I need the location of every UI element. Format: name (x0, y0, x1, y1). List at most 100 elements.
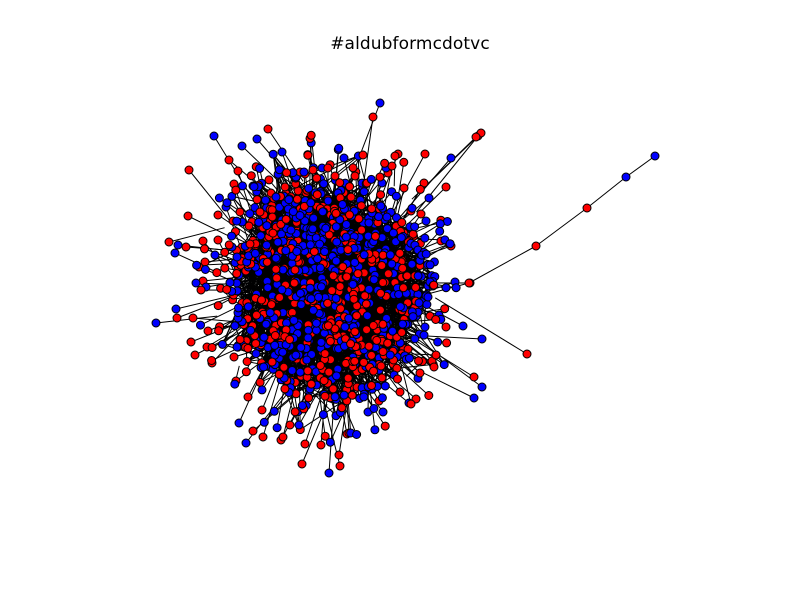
graph-node-red (279, 362, 289, 372)
graph-node-red (330, 171, 340, 181)
graph-node-blue (382, 212, 392, 222)
graph-node-red (348, 163, 358, 173)
graph-node-red (200, 257, 210, 267)
graph-node-red (399, 157, 409, 167)
graph-node-red (362, 325, 372, 335)
graph-node-red (415, 368, 425, 378)
graph-node-red (369, 366, 378, 376)
graph-node-blue (396, 233, 406, 242)
graph-node-blue (230, 321, 240, 331)
graph-node-blue (421, 216, 431, 226)
graph-node-red (184, 165, 194, 175)
graph-node-red (252, 195, 262, 205)
graph-node-red (336, 304, 345, 314)
graph-node-red (367, 381, 376, 390)
graph-node-blue (262, 240, 272, 250)
graph-node-blue (391, 191, 401, 201)
graph-edge (235, 189, 255, 242)
graph-node-blue (359, 250, 369, 260)
graph-node-blue (262, 221, 272, 231)
graph-node-blue (408, 312, 418, 322)
graph-node-red (220, 263, 230, 273)
graph-node-blue (425, 260, 435, 270)
graph-node-blue (378, 407, 388, 417)
graph-node-blue (375, 98, 385, 108)
graph-node-red (406, 399, 416, 409)
graph-node-blue (410, 334, 420, 344)
graph-node-red (241, 367, 251, 377)
graph-node-red (309, 247, 319, 257)
graph-node-red (224, 240, 234, 250)
graph-node-blue (316, 337, 326, 347)
graph-node-blue (295, 367, 305, 377)
graph-node-red (233, 166, 243, 176)
graph-node-red (368, 112, 378, 122)
graph-node-red (255, 207, 265, 217)
graph-node-blue (331, 222, 341, 232)
graph-node-blue (451, 283, 461, 293)
graph-node-red (281, 214, 291, 224)
graph-node-red (441, 322, 451, 332)
graph-node-blue (303, 333, 313, 343)
graph-node-red (440, 304, 450, 314)
graph-node-red (358, 150, 368, 160)
graph-node-blue (339, 390, 349, 400)
graph-node-red (207, 343, 217, 352)
graph-node-red (378, 278, 388, 287)
graph-node-red (320, 349, 330, 359)
graph-node-blue (388, 326, 397, 336)
graph-node-red (376, 288, 386, 298)
graph-node-red (235, 207, 245, 217)
graph-node-red (222, 285, 232, 294)
graph-node-blue (331, 256, 341, 266)
graph-node-red (380, 421, 390, 431)
graph-node-red (289, 278, 299, 288)
graph-node-red (360, 291, 370, 301)
graph-node-red (248, 426, 258, 436)
graph-node-blue (376, 201, 386, 211)
graph-node-red (186, 337, 196, 347)
graph-node-red (312, 173, 322, 183)
graph-node-red (531, 241, 541, 251)
graph-edge (422, 335, 483, 340)
graph-node-red (242, 357, 252, 366)
graph-node-red (244, 221, 254, 231)
graph-node-blue (249, 182, 259, 192)
graph-node-red (196, 285, 206, 295)
graph-node-blue (209, 131, 219, 141)
graph-edge (321, 167, 340, 211)
graph-edge (187, 215, 235, 240)
graph-edge (188, 169, 234, 225)
graph-node-blue (445, 239, 455, 249)
graph-edge (311, 268, 341, 355)
graph-node-red (282, 168, 292, 178)
graph-node-blue (320, 247, 330, 257)
graph-node-red (224, 155, 234, 165)
graph-node-blue (325, 437, 335, 447)
graph-node-red (378, 250, 388, 260)
graph-node-blue (420, 233, 430, 243)
graph-node-blue (394, 290, 404, 299)
graph-node-red (300, 439, 310, 449)
graph-node-red (429, 280, 439, 290)
graph-node-blue (256, 231, 266, 241)
graph-node-red (275, 293, 285, 302)
graph-node-blue (341, 220, 351, 229)
graph-node-red (378, 319, 388, 329)
graph-edge (231, 235, 296, 267)
graph-node-blue (331, 293, 341, 303)
graph-node-red (213, 235, 223, 245)
graph-node-blue (370, 425, 380, 435)
graph-node-red (383, 338, 393, 348)
graph-node-blue (362, 311, 372, 321)
graph-edge (168, 227, 225, 243)
graph-node-blue (419, 330, 429, 340)
graph-node-red (181, 242, 191, 252)
graph-node-red (328, 271, 338, 281)
graph-node-blue (388, 228, 398, 238)
graph-node-red (257, 295, 266, 305)
graph-node-red (431, 315, 441, 324)
graph-node-blue (439, 360, 449, 370)
